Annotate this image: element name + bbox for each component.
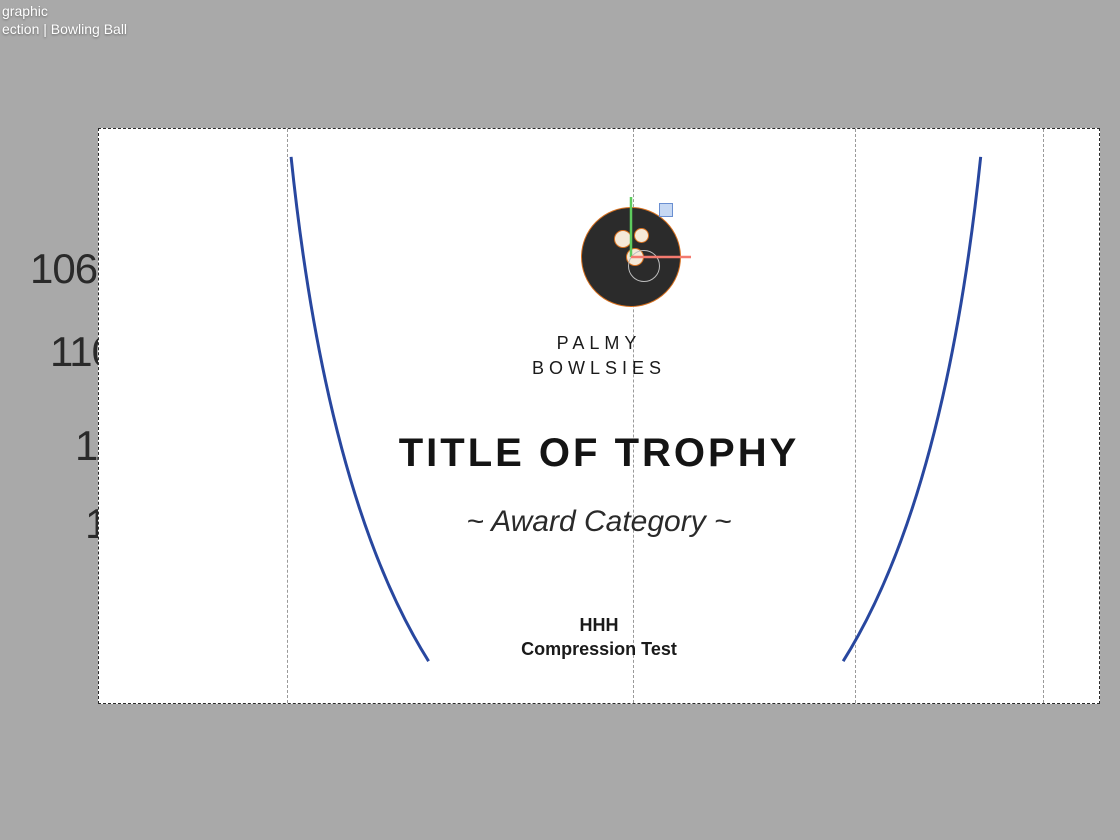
bowling-ball-icon (581, 207, 681, 307)
brand-name[interactable]: PALMY BOWLSIES (99, 331, 1099, 381)
ring-overlay-icon (628, 250, 660, 282)
meta-line-2: ection | Bowling Ball (2, 20, 127, 38)
brand-line-1: PALMY (99, 331, 1099, 356)
curve-left (291, 157, 429, 661)
finger-hole-icon (634, 228, 649, 243)
footer-line-2: Compression Test (99, 637, 1099, 661)
trophy-title[interactable]: TITLE OF TROPHY (99, 431, 1099, 476)
brand-line-2: BOWLSIES (99, 356, 1099, 381)
gizmo-origin-handle[interactable] (659, 203, 673, 217)
footer-text[interactable]: HHH Compression Test (99, 613, 1099, 662)
bowling-ball-logo[interactable] (571, 197, 691, 317)
design-canvas[interactable]: PALMY BOWLSIES TITLE OF TROPHY ~ Award C… (98, 128, 1100, 704)
meta-line-1: graphic (2, 2, 127, 20)
finger-hole-icon (614, 230, 632, 248)
footer-line-1: HHH (99, 613, 1099, 637)
award-category[interactable]: ~ Award Category ~ (99, 505, 1099, 539)
curve-right (843, 157, 981, 661)
viewport-meta: graphic ection | Bowling Ball (2, 2, 127, 38)
